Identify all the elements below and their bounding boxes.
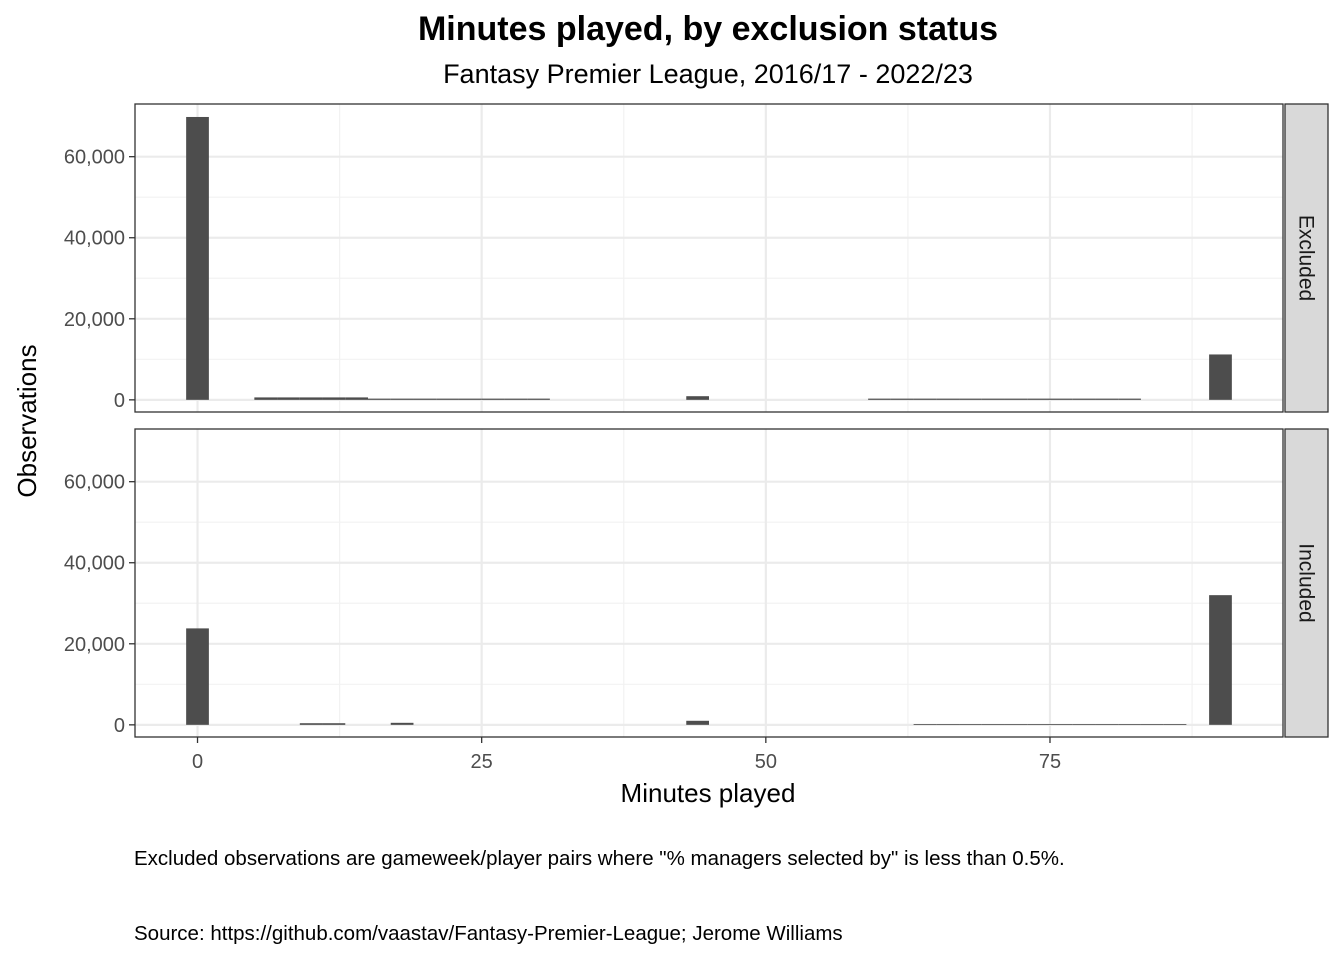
histogram-bar [913, 398, 937, 400]
caption-source: Source: https://github.com/vaastav/Fanta… [134, 922, 843, 945]
histogram-bar [504, 398, 528, 400]
facet-strip-label: Included [1295, 543, 1318, 622]
facet-strip-label: Excluded [1295, 215, 1318, 301]
panel-border [134, 103, 1284, 413]
histogram-bar [413, 398, 437, 400]
chart-subtitle: Fantasy Premier League, 2016/17 - 2022/2… [443, 59, 973, 89]
histogram-bar [1072, 724, 1096, 725]
histogram-bar [527, 398, 550, 400]
histogram-bar [959, 398, 982, 400]
x-tick-label: 25 [471, 751, 493, 773]
histogram-bar [936, 398, 960, 400]
histogram-bar [686, 396, 709, 400]
chart-title: Minutes played, by exclusion status [418, 10, 998, 48]
histogram-bar [390, 722, 414, 725]
histogram-bar [981, 398, 1005, 400]
histogram-bar [1049, 724, 1073, 725]
x-axis: 0 25 50 75 [192, 737, 1061, 773]
histogram-bar [186, 628, 209, 725]
histogram-bar [1049, 398, 1073, 400]
panels-group: 0 20,000 40,000 60,000 Excluded 0 20,000 40,000… [64, 103, 1329, 738]
histogram-bar [186, 116, 209, 400]
panel-excluded: 0 20,000 40,000 60,000 Excluded [64, 103, 1329, 413]
histogram-bar [868, 398, 891, 400]
histogram-bar [322, 397, 346, 400]
histogram-bar [1095, 398, 1119, 400]
panel-border [134, 428, 1284, 738]
histogram-bar [458, 398, 482, 400]
histogram-bar [1004, 724, 1028, 725]
histogram-bar [1140, 724, 1164, 725]
y-tick-label: 20,000 [64, 309, 125, 331]
x-tick-label: 50 [755, 751, 777, 773]
histogram-bar [1209, 354, 1232, 400]
histogram-bar [686, 720, 709, 725]
histogram-bar [390, 398, 414, 400]
histogram-bar [1027, 398, 1050, 400]
y-tick-label: 0 [114, 390, 125, 412]
histogram-bar [436, 398, 459, 400]
histogram-bar [277, 397, 300, 400]
y-tick-label: 40,000 [64, 553, 125, 575]
facet-strip [1284, 428, 1329, 738]
facet-strip [1284, 103, 1329, 413]
panel-included: 0 20,000 40,000 60,000 Included [64, 428, 1329, 738]
y-tick-label: 0 [114, 715, 125, 737]
caption-note: Excluded observations are gameweek/playe… [134, 847, 1065, 870]
histogram-bar [1072, 398, 1096, 400]
histogram-bar [1095, 724, 1119, 725]
y-tick-label: 40,000 [64, 228, 125, 250]
histogram-bar [299, 723, 323, 725]
histogram-bar [254, 397, 278, 400]
histogram-bar [345, 397, 369, 400]
histogram-bar [322, 723, 346, 725]
y-tick-label: 60,000 [64, 147, 125, 169]
histogram-bar [890, 398, 914, 400]
histogram-bar [959, 724, 982, 725]
x-tick-label: 0 [192, 751, 203, 773]
histogram-bar [913, 724, 937, 725]
histogram-bar [936, 724, 960, 725]
histogram-bar [1004, 398, 1028, 400]
y-tick-label: 20,000 [64, 634, 125, 656]
histogram-bar [299, 397, 323, 400]
histogram-bar [1027, 724, 1050, 725]
x-tick-label: 75 [1039, 751, 1061, 773]
histogram-bar [368, 398, 391, 400]
panel-background [135, 104, 1283, 412]
histogram-bar [1118, 398, 1141, 400]
x-axis-title: Minutes played [621, 778, 796, 808]
y-tick-label: 60,000 [64, 472, 125, 494]
histogram-bar [1118, 724, 1141, 725]
panel-background [135, 429, 1283, 737]
histogram-bar [1209, 595, 1232, 725]
y-axis-title: Observations [12, 344, 42, 497]
histogram-bar [981, 724, 1005, 725]
histogram-bar [1163, 724, 1187, 725]
histogram-bar [481, 398, 505, 400]
